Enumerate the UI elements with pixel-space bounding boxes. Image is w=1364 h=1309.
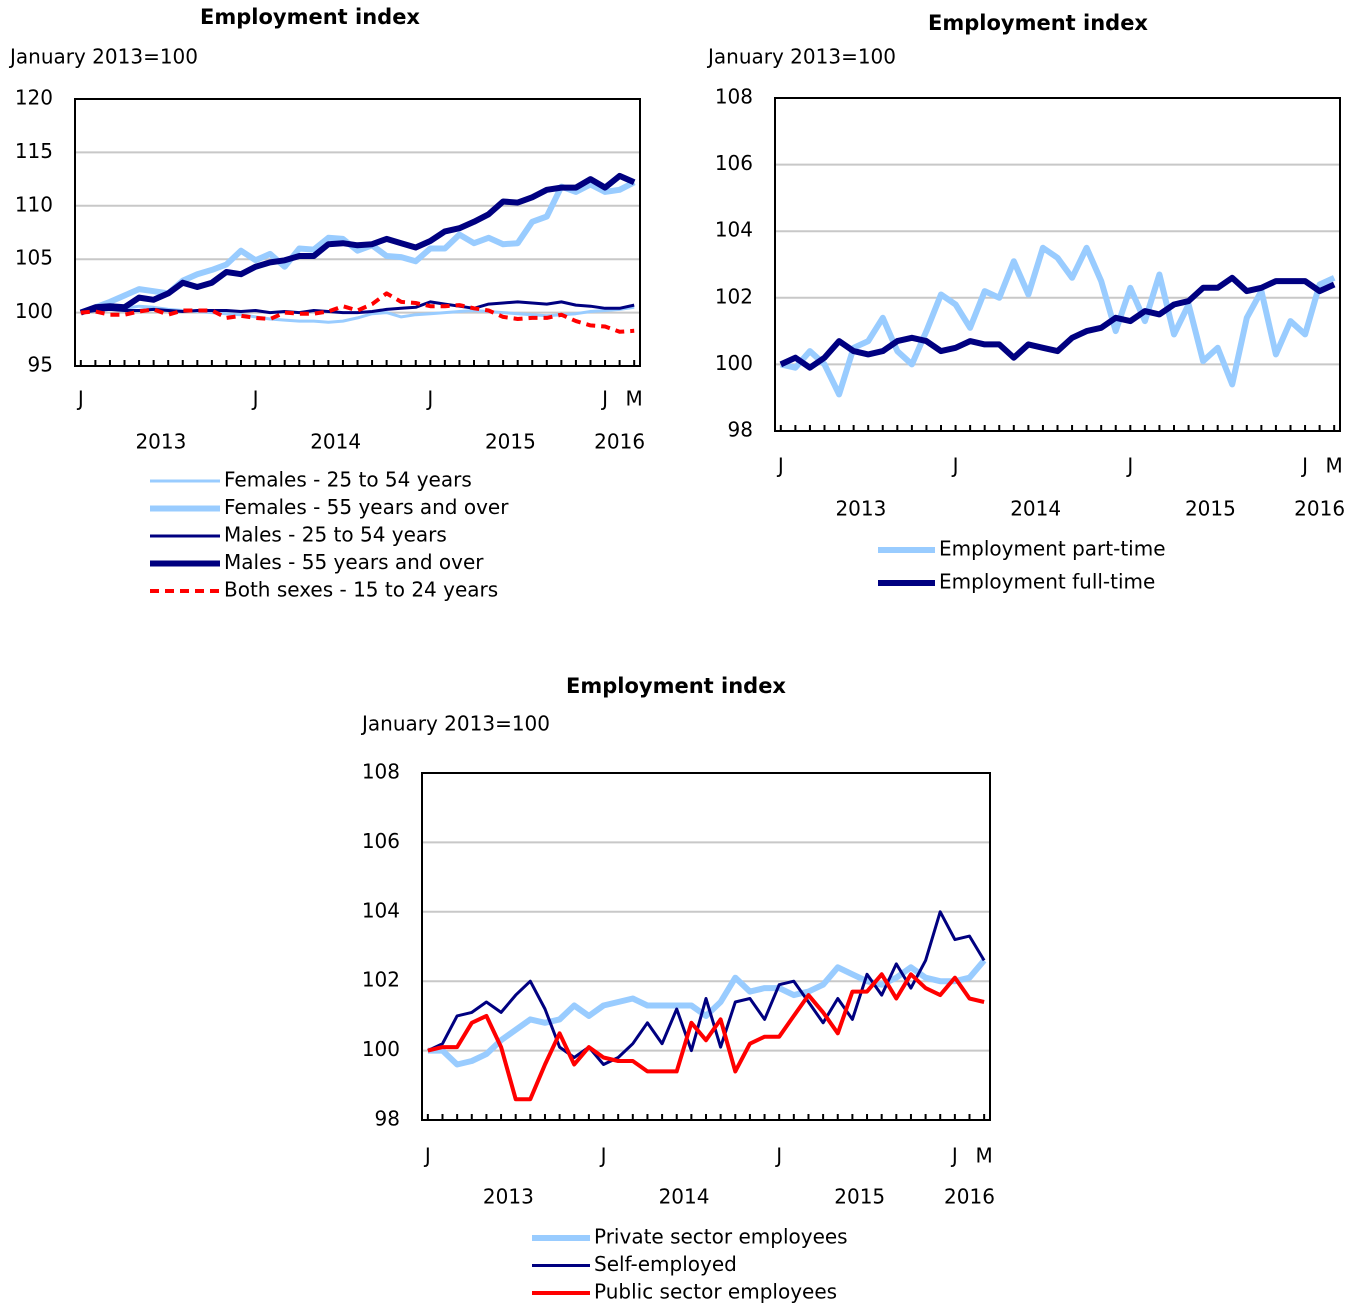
x-tick-label: M <box>1326 454 1343 478</box>
year-label: 2015 <box>834 1185 885 1209</box>
y-tick-label: 98 <box>375 1107 400 1131</box>
x-tick-label: J <box>776 454 784 478</box>
legend-label: Employment full-time <box>939 570 1155 594</box>
y-tick-label: 106 <box>715 151 753 175</box>
y-tick-label: 102 <box>362 968 400 992</box>
x-tick-label: J <box>1300 454 1308 478</box>
x-tick-label: J <box>600 387 608 411</box>
x-tick-label: J <box>774 1144 782 1168</box>
y-tick-label: 95 <box>28 353 53 377</box>
legend-label: Males - 25 to 54 years <box>224 523 447 547</box>
y-tick-label: 100 <box>15 299 53 323</box>
series-line <box>79 172 636 316</box>
year-label: 2014 <box>310 430 361 454</box>
y-tick-label: 106 <box>362 829 400 853</box>
chart-title: Employment index <box>566 674 786 698</box>
x-tick-label: J <box>1125 454 1133 478</box>
x-tick-label: M <box>976 1144 993 1168</box>
year-label: 2013 <box>835 497 886 521</box>
plot-frame <box>774 97 1341 432</box>
x-tick-label: M <box>626 387 643 411</box>
chart-title: Employment index <box>200 5 420 29</box>
x-tick-label: J <box>599 1144 607 1168</box>
y-tick-label: 100 <box>715 351 753 375</box>
legend-label: Both sexes - 15 to 24 years <box>224 578 498 602</box>
plot-frame <box>74 98 641 367</box>
legend-label: Females - 25 to 54 years <box>224 468 472 492</box>
series-line <box>427 910 986 1066</box>
y-tick-label: 120 <box>15 86 53 110</box>
legend-label: Self-employed <box>594 1252 737 1276</box>
chart-title: Employment index <box>928 11 1148 35</box>
y-tick-label: 102 <box>715 284 753 308</box>
subtitle: January 2013=100 <box>706 45 896 69</box>
y-tick-label: 110 <box>15 192 53 216</box>
year-label: 2014 <box>1010 497 1061 521</box>
legend-label: Public sector employees <box>594 1280 837 1304</box>
chart: Employment index January 2013=100 98 100 102… <box>706 11 1345 594</box>
series-line <box>427 972 985 1102</box>
year-label: 2015 <box>1185 497 1236 521</box>
series-line <box>780 244 1336 398</box>
x-tick-label: J <box>251 387 259 411</box>
year-label: 2016 <box>944 1185 995 1209</box>
y-tick-label: 115 <box>15 139 53 163</box>
y-tick-label: 100 <box>362 1037 400 1061</box>
y-tick-label: 108 <box>715 85 753 109</box>
series-line <box>779 274 1336 371</box>
y-tick-label: 104 <box>715 218 753 242</box>
legend-label: Females - 55 years and over <box>224 495 509 519</box>
y-tick-label: 104 <box>362 898 400 922</box>
year-label: 2015 <box>485 430 536 454</box>
y-tick-label: 108 <box>362 760 400 784</box>
year-label: 2016 <box>594 430 645 454</box>
x-tick-label: J <box>76 387 84 411</box>
year-label: 2013 <box>135 430 186 454</box>
legend-label: Employment part-time <box>939 537 1166 561</box>
x-tick-label: J <box>950 1144 958 1168</box>
year-label: 2013 <box>483 1185 534 1209</box>
year-label: 2016 <box>1294 497 1345 521</box>
year-label: 2014 <box>659 1185 710 1209</box>
subtitle: January 2013=100 <box>8 45 198 69</box>
series-line <box>427 958 987 1068</box>
legend-label: Private sector employees <box>594 1225 848 1249</box>
chart: Employment index January 2013=100 98 100 102… <box>360 674 995 1304</box>
legend-label: Males - 55 years and over <box>224 550 484 574</box>
y-tick-label: 98 <box>728 418 753 442</box>
x-tick-label: J <box>951 454 959 478</box>
series-line <box>80 291 635 334</box>
y-tick-label: 105 <box>15 246 53 270</box>
series-line <box>80 300 635 315</box>
x-tick-label: J <box>423 1144 431 1168</box>
subtitle: January 2013=100 <box>360 712 550 736</box>
x-tick-label: J <box>425 387 433 411</box>
